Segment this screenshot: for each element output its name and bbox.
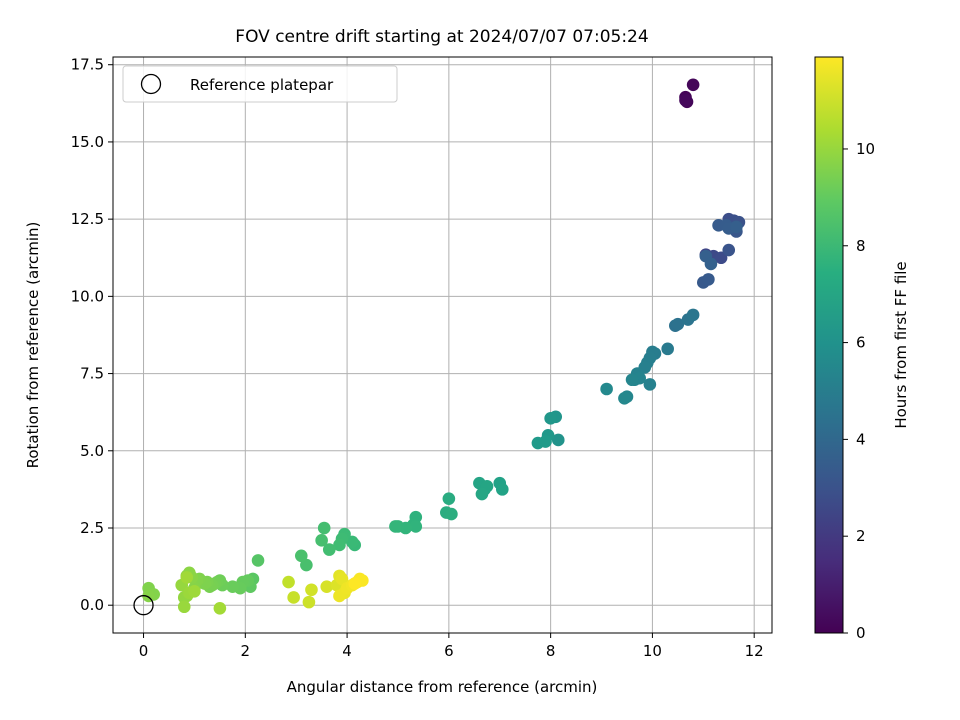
- data-point: [475, 487, 489, 501]
- y-tick-label: 17.5: [71, 56, 104, 74]
- data-point: [177, 600, 191, 614]
- data-point: [714, 251, 728, 265]
- data-point: [600, 382, 613, 396]
- x-tick-label: 6: [444, 642, 454, 660]
- colorbar-ticks: 0 2 4 6 8 10: [843, 140, 875, 642]
- data-point: [213, 601, 227, 615]
- x-tick-label: 2: [241, 642, 251, 660]
- colorbar-tick-label: 10: [856, 140, 875, 158]
- colorbar: 0 2 4 6 8 10 Hours from first FF file: [814, 56, 910, 642]
- y-tick-label: 2.5: [80, 519, 104, 537]
- colorbar-tick-label: 4: [856, 430, 866, 448]
- colorbar-gradient: [814, 56, 844, 634]
- data-point: [722, 243, 736, 257]
- data-point: [300, 558, 313, 572]
- legend-label-reference: Reference platepar: [190, 76, 334, 94]
- data-point: [679, 93, 692, 107]
- data-point: [333, 538, 346, 552]
- data-point: [409, 520, 423, 533]
- y-axis-label: Rotation from reference (arcmin): [24, 222, 42, 469]
- data-point: [287, 591, 300, 604]
- reference-marker: [133, 595, 154, 616]
- data-point: [251, 554, 265, 567]
- data-point: [180, 571, 194, 584]
- data-point: [445, 507, 458, 521]
- data-point: [389, 520, 402, 533]
- data-point: [333, 589, 346, 603]
- data-point: [686, 78, 700, 92]
- data-point: [539, 435, 552, 448]
- data-point: [686, 308, 700, 322]
- data-point: [317, 521, 331, 535]
- data-point: [625, 373, 639, 387]
- y-axis-ticks: 0.0 2.5 5.0 7.5 10.0 12.5 15.0 17.5: [71, 56, 113, 614]
- y-tick-label: 15.0: [71, 133, 104, 151]
- legend-box: [122, 65, 398, 103]
- data-point: [442, 492, 456, 505]
- data-point: [142, 589, 155, 603]
- colorbar-tick-label: 2: [856, 527, 866, 545]
- data-point: [495, 483, 509, 496]
- legend-marker-reference: [140, 73, 162, 95]
- x-tick-label: 4: [342, 642, 352, 660]
- data-point: [730, 220, 743, 234]
- data-point: [315, 534, 328, 547]
- x-axis-ticks: 0 2 4 6 8 10 12: [139, 633, 764, 660]
- x-tick-label: 8: [546, 642, 556, 660]
- y-tick-label: 12.5: [71, 210, 104, 228]
- chart-title: FOV centre drift starting at 2024/07/07 …: [235, 27, 648, 47]
- data-point: [661, 342, 674, 356]
- x-axis-label: Angular distance from reference (arcmin): [287, 678, 598, 696]
- y-tick-label: 0.0: [80, 596, 104, 614]
- data-point: [335, 572, 349, 586]
- data-point: [544, 412, 557, 425]
- grid: [113, 57, 772, 633]
- plot-frame: [112, 56, 773, 634]
- data-points: [142, 78, 746, 615]
- x-tick-label: 0: [139, 642, 149, 660]
- data-point: [671, 317, 685, 331]
- colorbar-tick-label: 8: [856, 237, 866, 255]
- data-point: [302, 595, 316, 609]
- data-point: [643, 378, 657, 391]
- data-point: [282, 575, 295, 589]
- x-tick-label: 10: [643, 642, 662, 660]
- data-point: [320, 580, 334, 593]
- data-point: [322, 543, 336, 556]
- data-point: [294, 549, 308, 563]
- data-point: [704, 257, 718, 271]
- data-point: [188, 585, 201, 598]
- data-point: [345, 535, 359, 549]
- data-point: [226, 580, 239, 593]
- x-tick-label: 12: [745, 642, 764, 660]
- data-point: [348, 577, 362, 590]
- colorbar-tick-label: 6: [856, 334, 866, 352]
- data-point: [618, 391, 631, 405]
- data-point: [305, 583, 318, 597]
- reference-layer: [133, 595, 154, 616]
- y-tick-label: 7.5: [80, 365, 104, 383]
- data-point: [551, 433, 565, 447]
- legend: Reference platepar: [122, 65, 398, 103]
- y-tick-label: 5.0: [80, 442, 104, 460]
- y-tick-label: 10.0: [71, 287, 104, 305]
- colorbar-tick-label: 0: [856, 624, 866, 642]
- data-point: [702, 273, 715, 286]
- colorbar-label: Hours from first FF file: [892, 261, 910, 428]
